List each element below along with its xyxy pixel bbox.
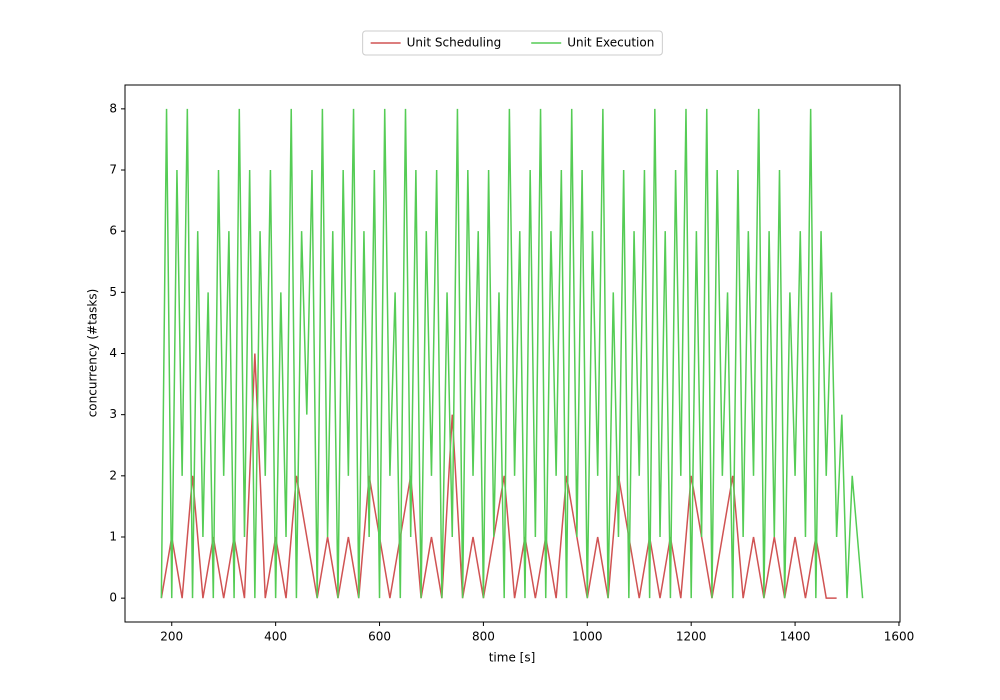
x-tick-label: 1200 (676, 630, 707, 644)
x-tick-label: 1400 (780, 630, 811, 644)
y-axis-label: concurrency (#tasks) (86, 289, 100, 418)
x-tick-label: 1000 (572, 630, 603, 644)
y-tick-label: 6 (109, 224, 117, 238)
y-tick-label: 4 (109, 346, 117, 360)
x-tick-label: 400 (264, 630, 287, 644)
legend-label: Unit Execution (567, 36, 654, 50)
y-tick-label: 3 (109, 407, 117, 421)
y-tick-label: 2 (109, 468, 117, 482)
x-tick-label: 200 (160, 630, 183, 644)
y-tick-label: 5 (109, 285, 117, 299)
x-tick-label: 800 (472, 630, 495, 644)
y-tick-label: 7 (109, 163, 117, 177)
y-tick-label: 1 (109, 529, 117, 543)
y-tick-label: 8 (109, 101, 117, 115)
series-line (160, 353, 837, 599)
y-tick-label: 0 (109, 591, 117, 605)
series-line (160, 108, 864, 599)
x-tick-label: 600 (368, 630, 391, 644)
x-axis-label: time [s] (489, 651, 536, 665)
legend-label: Unit Scheduling (407, 36, 502, 50)
x-tick-label: 1600 (884, 630, 915, 644)
legend: Unit Scheduling Unit Execution (362, 30, 663, 56)
legend-box (362, 30, 663, 56)
